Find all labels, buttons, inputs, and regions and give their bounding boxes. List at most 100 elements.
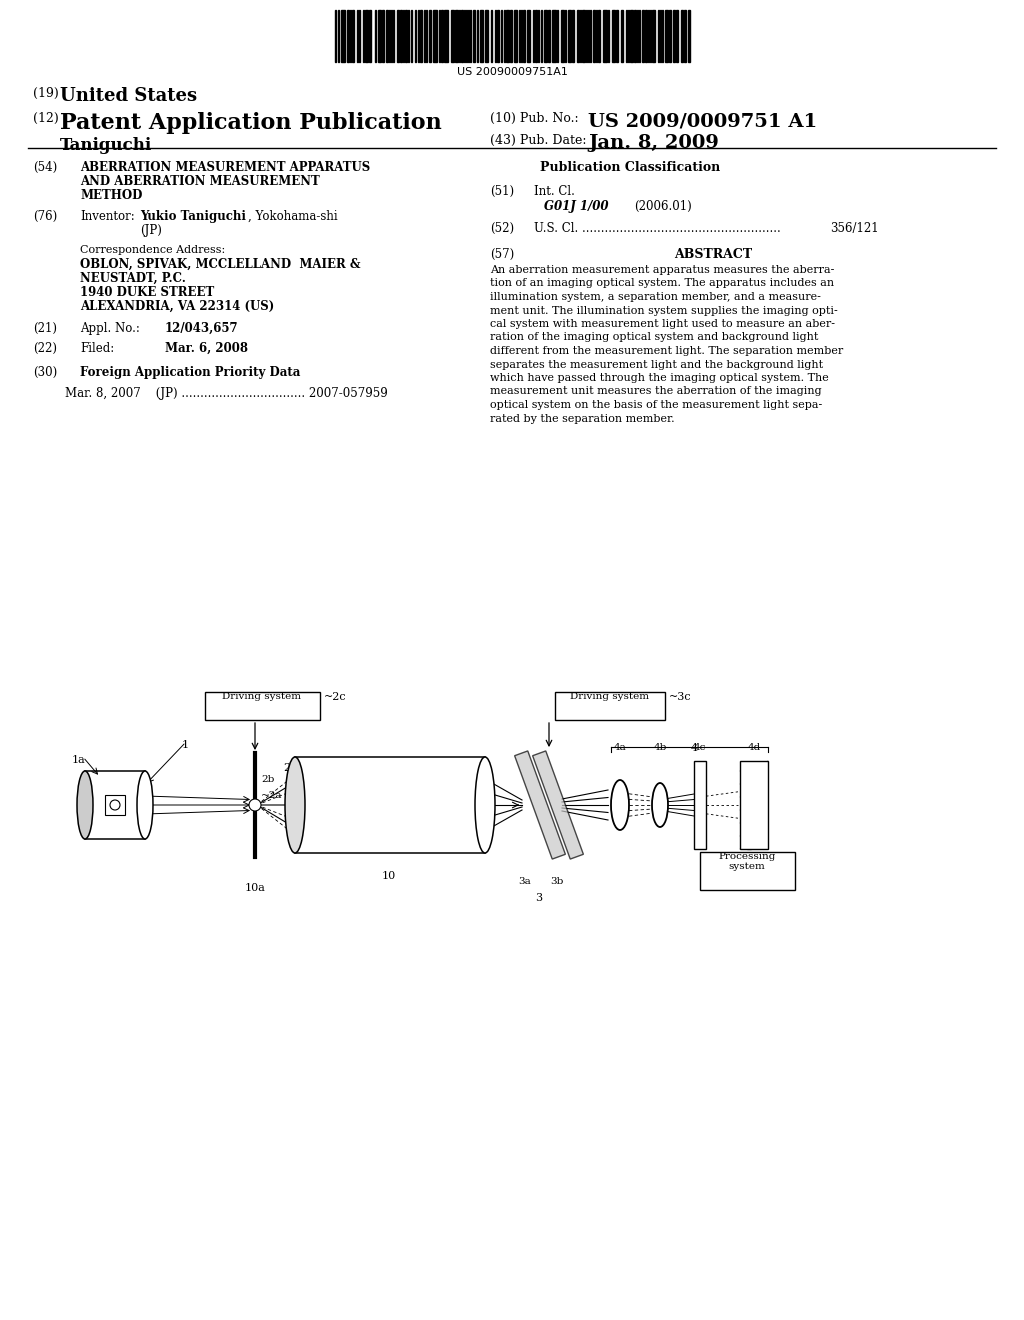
Text: Mar. 8, 2007    (JP) ................................. 2007-057959: Mar. 8, 2007 (JP) ......................… bbox=[65, 387, 388, 400]
Text: AND ABERRATION MEASUREMENT: AND ABERRATION MEASUREMENT bbox=[80, 176, 319, 187]
Bar bbox=[485, 11, 488, 62]
Bar bbox=[621, 11, 623, 62]
Text: 4: 4 bbox=[690, 743, 697, 752]
Bar bbox=[510, 11, 512, 62]
Text: separates the measurement light and the background light: separates the measurement light and the … bbox=[490, 359, 823, 370]
Bar bbox=[420, 11, 422, 62]
Text: NEUSTADT, P.C.: NEUSTADT, P.C. bbox=[80, 272, 186, 285]
Text: (22): (22) bbox=[33, 342, 57, 355]
Bar bbox=[341, 11, 345, 62]
Bar bbox=[572, 11, 574, 62]
Text: 3: 3 bbox=[535, 894, 542, 903]
Polygon shape bbox=[515, 751, 565, 859]
Text: different from the measurement light. The separation member: different from the measurement light. Th… bbox=[490, 346, 843, 356]
Text: Inventor:: Inventor: bbox=[80, 210, 135, 223]
Bar bbox=[295, 756, 485, 853]
Bar bbox=[603, 11, 607, 62]
Text: (52): (52) bbox=[490, 222, 514, 235]
Text: 1940 DUKE STREET: 1940 DUKE STREET bbox=[80, 286, 214, 300]
Text: 12/043,657: 12/043,657 bbox=[165, 322, 239, 335]
Bar bbox=[429, 11, 431, 62]
Bar bbox=[694, 762, 706, 849]
Bar bbox=[669, 11, 671, 62]
Bar bbox=[514, 11, 517, 62]
Bar bbox=[645, 11, 647, 62]
Text: Patent Application Publication: Patent Application Publication bbox=[60, 112, 441, 135]
Text: An aberration measurement apparatus measures the aberra-: An aberration measurement apparatus meas… bbox=[490, 265, 835, 275]
Ellipse shape bbox=[249, 799, 261, 810]
Text: ~2c: ~2c bbox=[324, 692, 347, 702]
Text: US 20090009751A1: US 20090009751A1 bbox=[457, 67, 567, 77]
Bar bbox=[386, 11, 388, 62]
Text: 4b: 4b bbox=[653, 743, 667, 752]
Bar bbox=[642, 11, 644, 62]
Bar bbox=[451, 11, 454, 62]
Bar bbox=[612, 11, 615, 62]
Bar bbox=[684, 11, 686, 62]
Text: tion of an imaging optical system. The apparatus includes an: tion of an imaging optical system. The a… bbox=[490, 279, 835, 289]
Text: ment unit. The illumination system supplies the imaging opti-: ment unit. The illumination system suppl… bbox=[490, 305, 838, 315]
Bar bbox=[634, 11, 636, 62]
Bar bbox=[105, 795, 125, 814]
Bar bbox=[630, 11, 633, 62]
Polygon shape bbox=[532, 751, 584, 859]
Text: , Yokohama-shi: , Yokohama-shi bbox=[248, 210, 338, 223]
Bar bbox=[441, 11, 443, 62]
Bar bbox=[369, 11, 371, 62]
Text: United States: United States bbox=[60, 87, 198, 106]
Text: ABSTRACT: ABSTRACT bbox=[674, 248, 752, 261]
Text: 4a: 4a bbox=[613, 743, 627, 752]
Text: Foreign Application Priority Data: Foreign Application Priority Data bbox=[80, 366, 300, 379]
Text: ration of the imaging optical system and background light: ration of the imaging optical system and… bbox=[490, 333, 818, 342]
Text: (51): (51) bbox=[490, 185, 514, 198]
Bar bbox=[455, 11, 458, 62]
Text: 1: 1 bbox=[182, 741, 189, 750]
Bar bbox=[335, 11, 690, 62]
Text: Jan. 8, 2009: Jan. 8, 2009 bbox=[588, 135, 719, 152]
Text: G01J 1/00: G01J 1/00 bbox=[544, 201, 608, 213]
Text: 4c: 4c bbox=[694, 743, 707, 752]
Text: U.S. Cl. .....................................................: U.S. Cl. ...............................… bbox=[534, 222, 780, 235]
Text: OBLON, SPIVAK, MCCLELLAND  MAIER &: OBLON, SPIVAK, MCCLELLAND MAIER & bbox=[80, 257, 360, 271]
Text: 2b: 2b bbox=[261, 775, 274, 784]
Bar bbox=[378, 11, 381, 62]
Text: Processing
system: Processing system bbox=[718, 851, 776, 871]
Text: Mar. 6, 2008: Mar. 6, 2008 bbox=[165, 342, 248, 355]
Bar bbox=[552, 11, 556, 62]
Text: (43) Pub. Date:: (43) Pub. Date: bbox=[490, 135, 587, 147]
Text: (JP): (JP) bbox=[140, 224, 162, 238]
Text: measurement unit measures the aberration of the imaging: measurement unit measures the aberration… bbox=[490, 387, 821, 396]
Text: US 2009/0009751 A1: US 2009/0009751 A1 bbox=[588, 112, 817, 129]
Bar bbox=[433, 11, 437, 62]
Bar bbox=[740, 762, 768, 849]
Ellipse shape bbox=[475, 756, 495, 853]
Bar bbox=[444, 11, 449, 62]
Bar bbox=[555, 692, 665, 719]
Bar bbox=[676, 11, 678, 62]
Text: (57): (57) bbox=[490, 248, 514, 261]
Text: 10: 10 bbox=[382, 871, 396, 880]
Text: Int. Cl.: Int. Cl. bbox=[534, 185, 574, 198]
Bar bbox=[365, 11, 368, 62]
Bar bbox=[461, 11, 463, 62]
Text: rated by the separation member.: rated by the separation member. bbox=[490, 413, 675, 424]
Text: Correspondence Address:: Correspondence Address: bbox=[80, 246, 225, 255]
Ellipse shape bbox=[137, 771, 153, 840]
Bar bbox=[523, 11, 525, 62]
Bar bbox=[397, 11, 399, 62]
Text: Publication Classification: Publication Classification bbox=[540, 161, 720, 174]
Bar bbox=[598, 11, 600, 62]
Bar bbox=[700, 851, 795, 890]
Bar bbox=[497, 11, 499, 62]
Ellipse shape bbox=[611, 780, 629, 830]
Bar bbox=[568, 11, 571, 62]
Bar bbox=[506, 11, 509, 62]
Ellipse shape bbox=[652, 783, 668, 828]
Text: (19): (19) bbox=[33, 87, 58, 100]
Text: illumination system, a separation member, and a measure-: illumination system, a separation member… bbox=[490, 292, 821, 302]
Ellipse shape bbox=[110, 800, 120, 810]
Bar bbox=[665, 11, 668, 62]
Bar bbox=[673, 11, 675, 62]
Text: Taniguchi: Taniguchi bbox=[60, 137, 153, 154]
Text: 3b: 3b bbox=[550, 876, 563, 886]
